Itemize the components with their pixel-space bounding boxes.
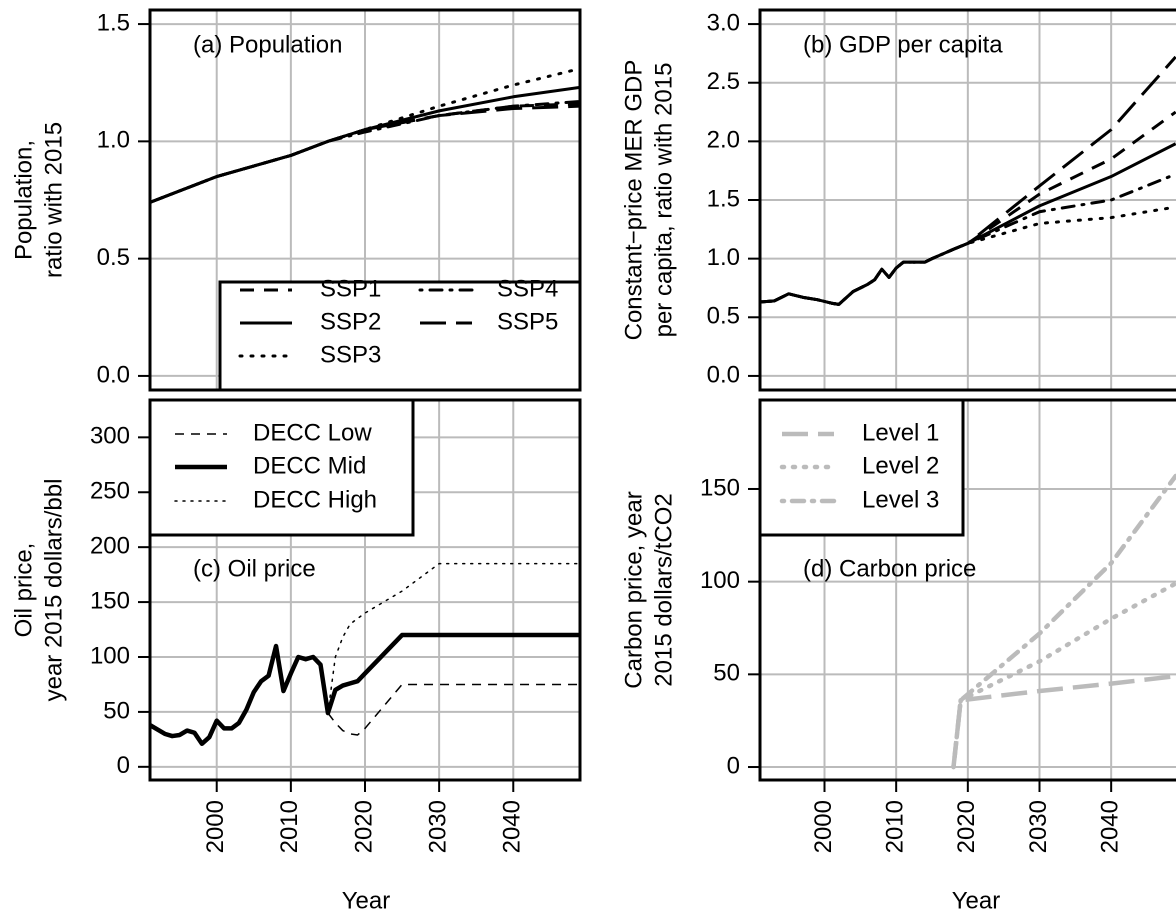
- legend-label: Level 2: [862, 452, 939, 479]
- x-tick-label: 2010: [276, 800, 303, 853]
- plot-frame: [758, 8, 1176, 392]
- x-tick-label: 2030: [424, 800, 451, 853]
- x-tick-label: 2000: [810, 800, 837, 853]
- series-line: [150, 67, 580, 204]
- series-group: [150, 562, 580, 747]
- y-tick-label: 0.5: [97, 244, 130, 271]
- x-tick-label: 2020: [953, 800, 980, 853]
- panel: 0.0 0.5 1.0 1.5 Population, ratio with 2015 (a…: [10, 8, 582, 392]
- series-line: [150, 104, 580, 204]
- x-tick-label: 2020: [350, 800, 377, 853]
- panel: 0 50 100 150 200 250 300 2000 2010 2020 2030 2040 Ye…: [10, 398, 582, 914]
- x-axis-label: Year: [952, 887, 1001, 914]
- y-tick-label: 1.0: [97, 127, 130, 154]
- y-tick-label: 200: [90, 533, 130, 560]
- legend-label: DECC Low: [253, 419, 372, 446]
- legend-label: SSP1: [320, 275, 381, 302]
- y-tick-label: 50: [103, 697, 130, 724]
- y-tick-label: 0: [117, 752, 130, 779]
- series-line: [760, 55, 1176, 306]
- panel: 0.0 0.5 1.0 1.5 2.0 2.5 3.0 Constant−price MER …: [620, 8, 1176, 392]
- y-axis-label: Population,: [10, 140, 37, 260]
- y-axis-label: year 2015 dollars/bbl: [40, 479, 67, 702]
- y-tick-label: 100: [90, 642, 130, 669]
- y-tick-label: 100: [700, 567, 740, 594]
- x-tick-label: 2010: [882, 800, 909, 853]
- y-tick-label: 2.0: [707, 127, 740, 154]
- series-line: [327, 562, 580, 714]
- legend-label: SSP5: [497, 308, 558, 335]
- legend-label: SSP2: [320, 308, 381, 335]
- series-line: [951, 673, 1176, 768]
- annotation: (a) Population: [193, 31, 342, 58]
- legend-label: SSP3: [320, 341, 381, 368]
- plot-frame: [758, 398, 1176, 782]
- series-group: [951, 473, 1176, 770]
- series-group: [760, 55, 1176, 306]
- x-tick-label: 2040: [1097, 800, 1124, 853]
- y-tick-label: 2.5: [707, 68, 740, 95]
- y-tick-label: 0.5: [707, 303, 740, 330]
- y-tick-label: 150: [90, 587, 130, 614]
- legend-label: Level 1: [862, 419, 939, 446]
- x-tick-label: 2000: [202, 800, 229, 853]
- y-axis-label: ratio with 2015: [40, 122, 67, 278]
- panel: 0 50 100 150 2000 2010 2020 2030 2040 Year Carbon …: [620, 398, 1176, 914]
- legend-label: DECC Mid: [253, 452, 366, 479]
- annotation: (d) Carbon price: [803, 555, 976, 582]
- x-tick-label: 2030: [1025, 800, 1052, 853]
- y-tick-label: 0: [727, 752, 740, 779]
- y-tick-label: 3.0: [707, 9, 740, 36]
- y-axis-label: 2015 dollars/tCO2: [650, 493, 677, 686]
- x-tick-label: 2040: [499, 800, 526, 853]
- y-axis-label: Carbon price, year: [620, 491, 647, 688]
- y-tick-label: 1.5: [97, 9, 130, 36]
- y-tick-label: 1.5: [707, 185, 740, 212]
- y-tick-label: 0.0: [97, 361, 130, 388]
- x-axis-label: Year: [342, 887, 391, 914]
- legend-box: [218, 280, 582, 392]
- y-axis-label: per capita, ratio with 2015: [650, 63, 677, 338]
- y-axis-label: Constant−price MER GDP: [620, 60, 647, 341]
- series-line: [951, 473, 1176, 770]
- y-tick-label: 300: [90, 423, 130, 450]
- y-tick-label: 250: [90, 478, 130, 505]
- y-tick-label: 150: [700, 474, 740, 501]
- series-line: [150, 632, 580, 747]
- annotation: (b) GDP per capita: [803, 31, 1003, 58]
- y-tick-label: 50: [713, 660, 740, 687]
- y-axis-label: Oil price,: [10, 543, 37, 638]
- series-line: [327, 683, 580, 736]
- y-tick-label: 1.0: [707, 244, 740, 271]
- annotation: (c) Oil price: [193, 555, 316, 582]
- series-group: [150, 67, 580, 204]
- legend-label: DECC High: [253, 486, 377, 513]
- legend-label: Level 3: [862, 486, 939, 513]
- y-tick-label: 0.0: [707, 361, 740, 388]
- legend-label: SSP4: [497, 275, 558, 302]
